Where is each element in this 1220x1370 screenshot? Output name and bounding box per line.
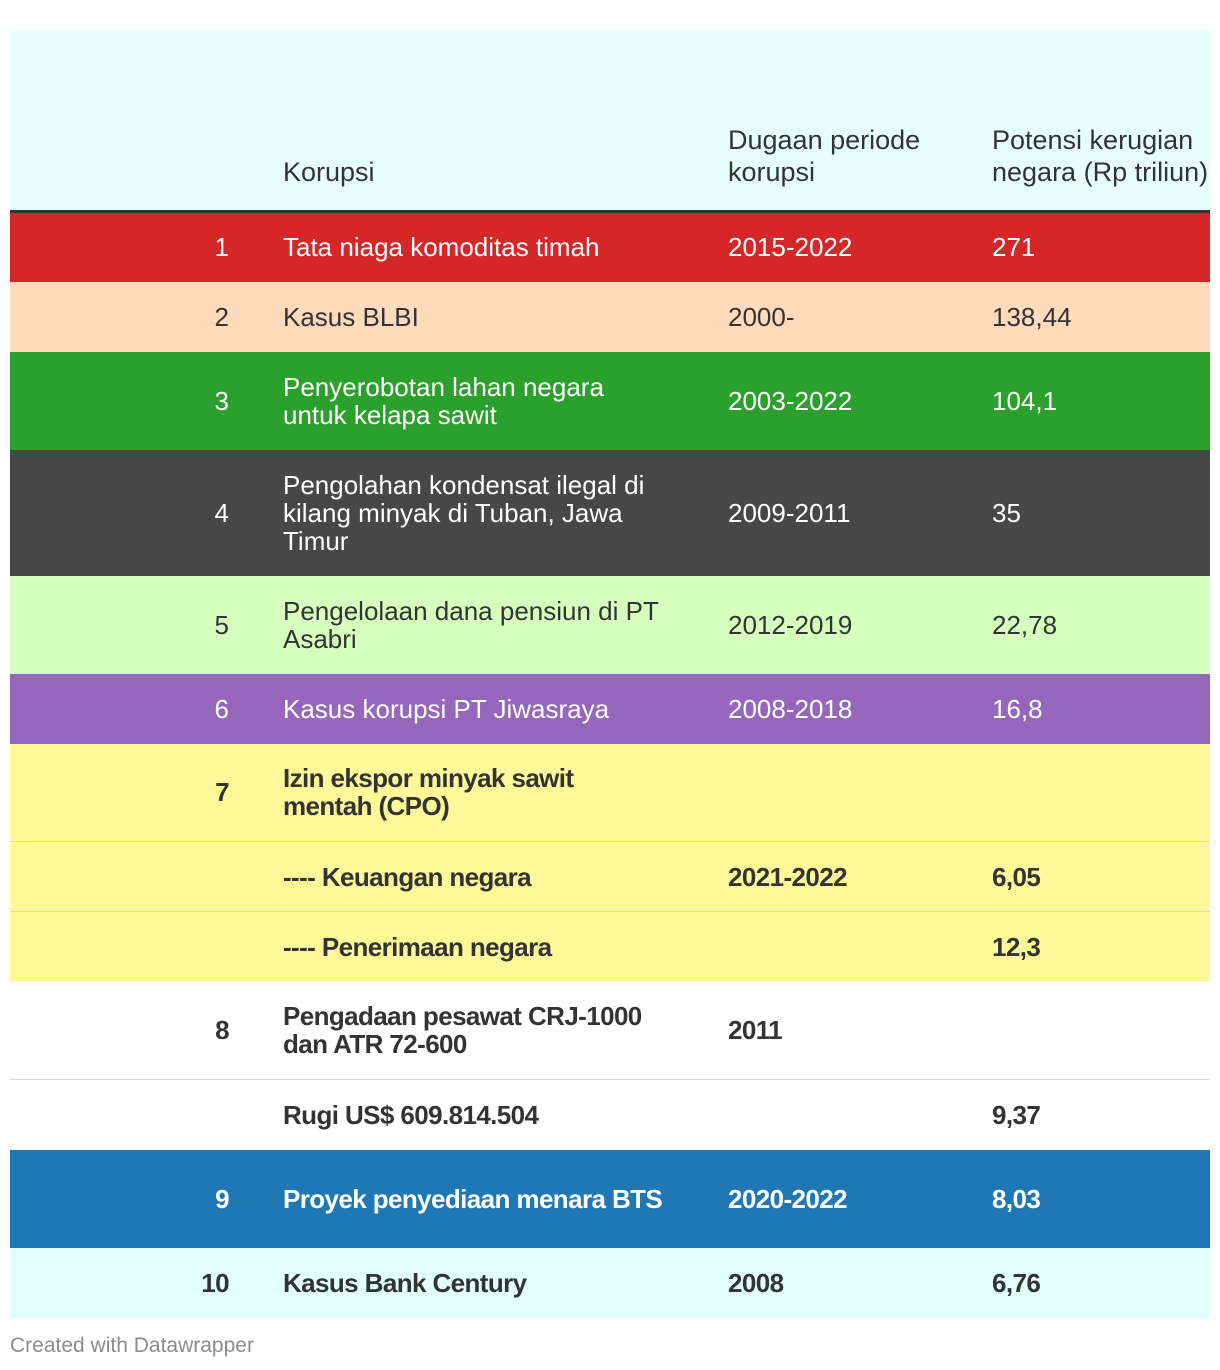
- cell-kerugian: 16,8: [992, 693, 1043, 724]
- cell-korupsi: Tata niaga komoditas timah: [283, 232, 600, 263]
- cell-korupsi: ---- Keuangan negara: [238, 841, 683, 912]
- cell-periode: 2000-: [728, 301, 795, 332]
- cell-periode: [683, 912, 947, 982]
- cell-kerugian: 22,78: [992, 609, 1058, 640]
- cell-periode: 2020-2022: [728, 1183, 848, 1214]
- table-row: 8 Pengadaan pesawat CRJ-1000 dan ATR 72-6…: [10, 981, 1210, 1080]
- cell-rank: 10: [201, 1267, 229, 1298]
- cell-korupsi: ---- Penerimaan negara: [283, 931, 552, 962]
- table-row: 6 Kasus korupsi PT Jiwasraya 2008-2018 16,8: [10, 673, 1210, 744]
- cell-periode: 2008-2018: [728, 693, 853, 724]
- cell-rank: [10, 841, 238, 912]
- cell-kerugian: 271: [992, 232, 1036, 263]
- cell-periode: [683, 1080, 947, 1150]
- cell-periode: 2021-2022: [683, 841, 947, 912]
- table-row: 7 Izin ekspor minyak sawit mentah (CPO): [10, 743, 1210, 842]
- cell-rank: 1: [214, 232, 229, 263]
- cell-rank: 7: [10, 743, 238, 842]
- cell-kerugian: [947, 981, 1210, 1080]
- cell-korupsi: Penyerobotan lahan negara untuk kelapa s…: [283, 371, 604, 430]
- cell-kerugian: 8,03: [992, 1183, 1041, 1214]
- cell-periode: 2011: [683, 981, 947, 1080]
- cell-korupsi: Kasus korupsi PT Jiwasraya: [283, 693, 610, 724]
- cell-periode: 2012-2019: [728, 609, 853, 640]
- cell-kerugian: 104,1: [992, 385, 1058, 416]
- cell-korupsi: Kasus BLBI: [283, 301, 419, 332]
- cell-rank: 5: [214, 609, 229, 640]
- cell-rank: 2: [214, 301, 229, 332]
- cell-periode: 2009-2011: [728, 497, 851, 528]
- cell-korupsi: Kasus Bank Century: [283, 1267, 527, 1298]
- footer-credit: Created with Datawrapper: [10, 1334, 254, 1357]
- header-korupsi: Korupsi: [238, 30, 683, 213]
- cell-kerugian: 9,37: [992, 1099, 1041, 1130]
- cell-rank: 6: [214, 693, 229, 724]
- table-row: ---- Penerimaan negara 12,3: [10, 911, 1210, 982]
- header-kerugian: Potensi kerugian negara (Rp triliun): [947, 30, 1210, 213]
- table-row: 5 Pengelolaan dana pensiun di PT Asabri 20…: [10, 575, 1210, 674]
- cell-rank: 4: [214, 497, 229, 528]
- cell-kerugian: 138,44: [992, 301, 1072, 332]
- table-row: Rugi US$ 609.814.504 9,37: [10, 1079, 1210, 1150]
- cell-periode: 2008: [728, 1267, 784, 1298]
- table-row: 4 Pengolahan kondensat ilegal di kilang m…: [10, 449, 1210, 576]
- cell-kerugian: 6,76: [992, 1267, 1041, 1298]
- table-row: 1 Tata niaga komoditas timah 2015-2022 271: [10, 211, 1210, 282]
- cell-periode: [683, 743, 947, 842]
- cell-kerugian: 35: [992, 497, 1021, 528]
- corruption-table: Korupsi Dugaan periode korupsi Potensi k…: [10, 30, 1210, 1318]
- table-row: 10 Kasus Bank Century 2008 6,76: [10, 1247, 1210, 1318]
- cell-rank: [10, 912, 238, 982]
- cell-rank: 9: [215, 1183, 229, 1214]
- cell-korupsi: Pengadaan pesawat CRJ-1000 dan ATR 72-60…: [238, 981, 683, 1080]
- table-row: 2 Kasus BLBI 2000- 138,44: [10, 281, 1210, 352]
- header-periode: Dugaan periode korupsi: [683, 30, 947, 213]
- cell-rank: [10, 1080, 238, 1150]
- table-row: 3 Penyerobotan lahan negara untuk kelapa …: [10, 351, 1210, 450]
- cell-korupsi: Rugi US$ 609.814.504: [283, 1099, 539, 1130]
- cell-kerugian: [947, 743, 1210, 842]
- table-row: 9 Proyek penyediaan menara BTS 2020-2022 8,…: [10, 1149, 1210, 1248]
- cell-korupsi: Pengelolaan dana pensiun di PT Asabri: [283, 595, 659, 654]
- table-container: Korupsi Dugaan periode korupsi Potensi k…: [10, 30, 1210, 1318]
- table-body: 1 Tata niaga komoditas timah 2015-2022 271 2…: [10, 211, 1210, 1318]
- header-rank: [10, 30, 238, 213]
- table-header-row: Korupsi Dugaan periode korupsi Potensi k…: [10, 30, 1210, 213]
- cell-korupsi: Izin ekspor minyak sawit mentah (CPO): [238, 743, 683, 842]
- cell-kerugian: 12,3: [992, 931, 1041, 962]
- cell-periode: 2015-2022: [728, 232, 853, 263]
- table-row: ---- Keuangan negara 2021-2022 6,05: [10, 841, 1210, 912]
- cell-kerugian: 6,05: [947, 841, 1210, 912]
- cell-periode: 2003-2022: [728, 385, 853, 416]
- cell-korupsi: Pengolahan kondensat ilegal di kilang mi…: [283, 469, 645, 556]
- cell-korupsi: Proyek penyediaan menara BTS: [283, 1183, 663, 1214]
- cell-rank: 8: [10, 981, 238, 1080]
- cell-rank: 3: [214, 385, 229, 416]
